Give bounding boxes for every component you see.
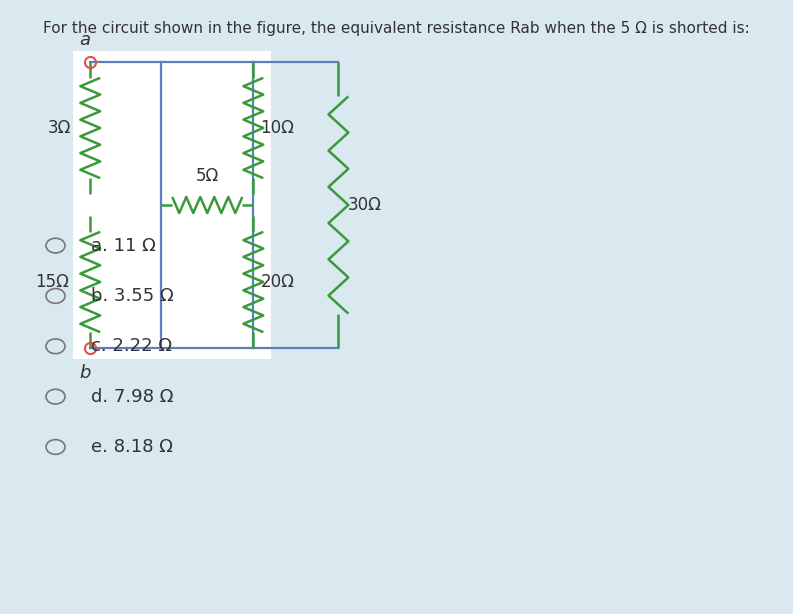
Text: 5Ω: 5Ω (196, 167, 219, 185)
Text: For the circuit shown in the figure, the equivalent resistance Rab when the 5 Ω : For the circuit shown in the figure, the… (43, 21, 750, 36)
Text: 10Ω: 10Ω (260, 119, 294, 137)
Text: 20Ω: 20Ω (260, 273, 294, 291)
Text: b. 3.55 Ω: b. 3.55 Ω (91, 287, 174, 305)
Text: 3Ω: 3Ω (48, 119, 71, 137)
Bar (72, 51, 271, 359)
Text: a: a (79, 31, 90, 49)
Text: d. 7.98 Ω: d. 7.98 Ω (91, 387, 174, 406)
Text: e. 8.18 Ω: e. 8.18 Ω (91, 438, 173, 456)
Text: c. 2.22 Ω: c. 2.22 Ω (91, 337, 172, 356)
Text: b: b (79, 365, 90, 383)
Text: 30Ω: 30Ω (347, 196, 381, 214)
Text: 15Ω: 15Ω (35, 273, 69, 291)
Text: a. 11 Ω: a. 11 Ω (91, 236, 156, 255)
